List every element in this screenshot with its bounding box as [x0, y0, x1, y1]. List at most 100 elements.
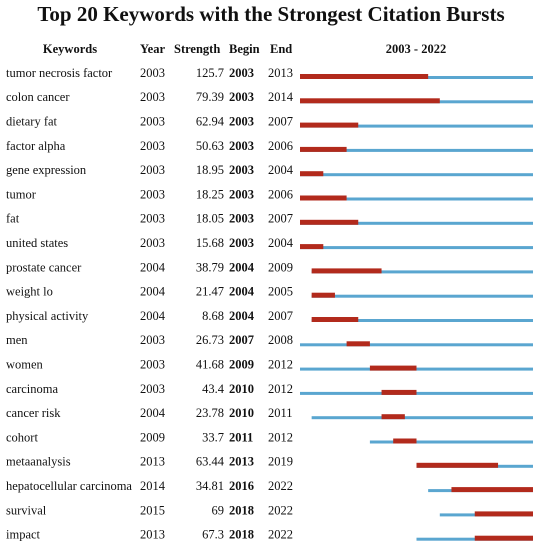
end: 2012: [268, 382, 293, 396]
keyword: tumor necrosis factor: [6, 66, 113, 80]
begin: 2010: [229, 406, 254, 420]
end: 2005: [268, 285, 293, 299]
column-header: Begin: [229, 42, 260, 56]
keyword: metaanalysis: [6, 455, 71, 469]
title: Top 20 Keywords with the Strongest Citat…: [37, 2, 504, 26]
burst: [369, 365, 417, 371]
begin: 2007: [229, 333, 254, 347]
keyword: impact: [6, 528, 41, 542]
strength: 62.94: [196, 114, 225, 128]
begin: 2004: [229, 260, 255, 274]
year: 2003: [140, 236, 165, 250]
keyword: colon cancer: [6, 90, 70, 104]
burst: [393, 438, 417, 444]
year: 2014: [140, 479, 166, 493]
end: 2014: [268, 90, 294, 104]
year: 2003: [140, 66, 165, 80]
timeline: [300, 173, 533, 177]
begin: 2003: [229, 163, 254, 177]
strength: 41.68: [196, 357, 224, 371]
strength: 33.7: [202, 430, 224, 444]
begin: 2003: [229, 236, 254, 250]
begin: 2004: [229, 309, 255, 323]
keyword: survival: [6, 503, 47, 517]
begin: 2004: [229, 285, 255, 299]
keyword: women: [6, 357, 44, 371]
end: 2022: [268, 503, 293, 517]
burst: [381, 414, 405, 420]
begin: 2018: [229, 503, 254, 517]
keyword: fat: [6, 212, 20, 226]
burst: [451, 487, 533, 493]
strength: 26.73: [196, 333, 224, 347]
year: 2015: [140, 503, 165, 517]
strength: 18.05: [196, 212, 224, 226]
strength: 50.63: [196, 139, 224, 153]
column-header: Strength: [174, 42, 220, 56]
strength: 125.7: [196, 66, 224, 80]
end: 2012: [268, 357, 293, 371]
year: 2004: [140, 309, 166, 323]
year: 2003: [140, 90, 165, 104]
burst: [300, 219, 359, 225]
burst: [300, 74, 429, 79]
end: 2007: [268, 114, 293, 128]
end: 2004: [268, 163, 294, 177]
strength: 8.68: [202, 309, 224, 323]
strength: 43.4: [202, 382, 225, 396]
strength: 18.95: [196, 163, 224, 177]
burst: [300, 171, 324, 177]
keyword: cancer risk: [6, 406, 61, 420]
end: 2007: [268, 309, 293, 323]
end: 2022: [268, 479, 293, 493]
begin: 2003: [229, 139, 254, 153]
timeline: [311, 319, 533, 322]
keyword: physical activity: [6, 309, 89, 323]
timeline: [311, 270, 533, 274]
strength: 15.68: [196, 236, 224, 250]
strength: 63.44: [196, 455, 225, 469]
end: 2007: [268, 212, 293, 226]
end: 2012: [268, 430, 293, 444]
year: 2013: [140, 455, 165, 469]
year: 2003: [140, 187, 165, 201]
burst: [311, 317, 359, 322]
year: 2003: [140, 382, 165, 396]
end: 2008: [268, 333, 293, 347]
end: 2009: [268, 260, 293, 274]
end: 2006: [268, 139, 293, 153]
keyword: cohort: [6, 430, 38, 444]
keyword: carcinoma: [6, 382, 59, 396]
end: 2006: [268, 187, 293, 201]
begin: 2009: [229, 357, 254, 371]
begin: 2011: [229, 430, 253, 444]
keyword: prostate cancer: [6, 260, 82, 274]
burst: [311, 292, 335, 298]
begin: 2016: [229, 479, 254, 493]
strength: 18.25: [196, 187, 224, 201]
begin: 2018: [229, 528, 254, 542]
begin: 2003: [229, 212, 254, 226]
begin: 2013: [229, 455, 254, 469]
strength: 34.81: [196, 479, 224, 493]
keyword: weight lo: [6, 285, 53, 299]
year: 2009: [140, 430, 165, 444]
burst: [300, 98, 440, 104]
burst: [300, 146, 347, 152]
strength: 67.3: [202, 528, 224, 542]
strength: 21.47: [196, 285, 224, 299]
burst: [346, 341, 370, 347]
year: 2013: [140, 528, 165, 542]
burst: [311, 268, 382, 274]
burst: [474, 511, 533, 517]
column-header: Year: [140, 42, 165, 56]
end: 2022: [268, 528, 293, 542]
year: 2004: [140, 285, 166, 299]
end: 2013: [268, 66, 293, 80]
timeline: [300, 148, 533, 152]
burst: [300, 122, 359, 128]
begin: 2010: [229, 382, 254, 396]
year: 2003: [140, 163, 165, 177]
burst: [300, 195, 347, 201]
